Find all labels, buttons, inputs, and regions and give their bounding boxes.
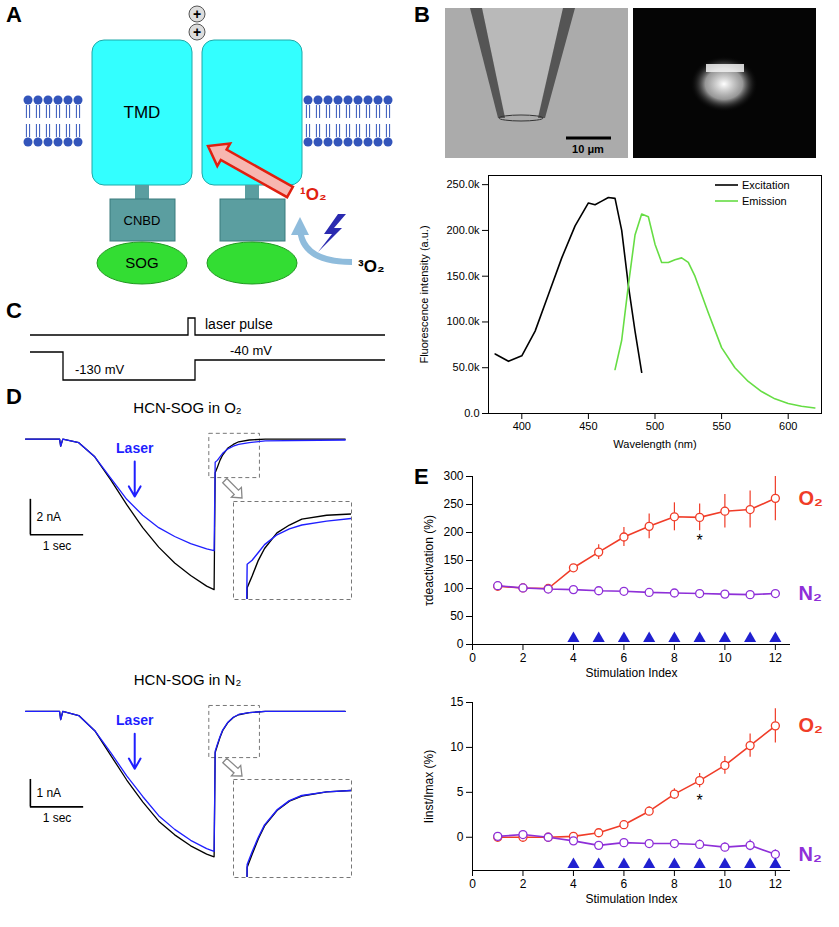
svg-text:6: 6 [621,651,628,665]
svg-text:400: 400 [513,420,531,432]
svg-text:0: 0 [469,877,476,891]
svg-text:SOG: SOG [125,254,158,271]
svg-text:τdeactivation (%): τdeactivation (%) [422,515,436,606]
svg-text:Fluorescence intensity (a.u.): Fluorescence intensity (a.u.) [418,225,430,363]
svg-text:450: 450 [579,420,597,432]
svg-text:0: 0 [457,637,464,651]
svg-text:O₂: O₂ [799,714,823,736]
svg-text:8: 8 [671,877,678,891]
html-text:HCN-SOG in O₂: HCN-SOG in O₂ [133,399,242,416]
svg-text:300: 300 [443,469,463,483]
svg-text:+: + [193,24,201,40]
svg-text:1 sec: 1 sec [43,539,72,553]
svg-text:+: + [193,6,201,22]
html-text:HCN-SOG in N₂: HCN-SOG in N₂ [133,671,242,688]
svg-text:2 nA: 2 nA [36,510,61,524]
svg-text:CNBD: CNBD [124,213,161,228]
svg-text:1 sec: 1 sec [43,811,72,825]
svg-text:-130 mV: -130 mV [75,362,124,377]
svg-text:O₂: O₂ [799,487,823,509]
svg-text:B: B [414,2,430,27]
svg-text:C: C [6,298,22,323]
svg-text:200.0k: 200.0k [446,224,480,236]
svg-text:250: 250 [443,497,463,511]
svg-text:laser pulse: laser pulse [205,316,273,332]
svg-text:50: 50 [450,609,464,623]
svg-text:10: 10 [718,877,732,891]
svg-text:Wavelength (nm): Wavelength (nm) [613,438,696,450]
svg-text:-40 mV: -40 mV [230,343,272,358]
svg-text:10: 10 [718,651,732,665]
svg-text:D: D [6,384,22,409]
svg-text:150.0k: 150.0k [446,270,480,282]
svg-text:50.0k: 50.0k [453,361,480,373]
svg-text:15: 15 [450,695,464,709]
svg-text:12: 12 [769,651,783,665]
svg-text:1 nA: 1 nA [36,786,61,800]
svg-text:A: A [6,2,22,27]
svg-text:2: 2 [520,877,527,891]
svg-text:6: 6 [621,877,628,891]
svg-text:4: 4 [570,651,577,665]
svg-text:Stimulation Index: Stimulation Index [585,892,677,906]
svg-text:5: 5 [457,785,464,799]
svg-text:150: 150 [443,553,463,567]
svg-text:Excitation: Excitation [742,179,790,191]
svg-text:4: 4 [570,877,577,891]
svg-text:10: 10 [450,740,464,754]
svg-text:*: * [697,792,703,809]
svg-text:10 μm: 10 μm [572,143,604,155]
svg-text:³O₂: ³O₂ [358,257,384,276]
svg-text:Laser: Laser [116,712,154,728]
svg-text:*: * [697,532,703,549]
svg-text:0.0: 0.0 [464,407,479,419]
svg-text:TMD: TMD [124,103,161,122]
svg-text:8: 8 [671,651,678,665]
svg-text:250.0k: 250.0k [446,178,480,190]
svg-text:100.0k: 100.0k [446,315,480,327]
svg-text:E: E [414,464,429,489]
svg-text:500: 500 [646,420,664,432]
svg-text:200: 200 [443,525,463,539]
svg-text:0: 0 [457,830,464,844]
svg-text:Stimulation Index: Stimulation Index [585,666,677,680]
svg-text:N₂: N₂ [799,843,822,865]
svg-text:600: 600 [779,420,797,432]
svg-text:Emission: Emission [742,195,787,207]
svg-text:0: 0 [469,651,476,665]
svg-text:550: 550 [712,420,730,432]
svg-text:N₂: N₂ [799,582,822,604]
svg-text:Iinst/Imax (%): Iinst/Imax (%) [422,750,436,823]
svg-text:2: 2 [520,651,527,665]
svg-text:¹O₂: ¹O₂ [300,185,326,204]
svg-text:100: 100 [443,581,463,595]
svg-text:Laser: Laser [116,440,154,456]
svg-text:12: 12 [769,877,783,891]
